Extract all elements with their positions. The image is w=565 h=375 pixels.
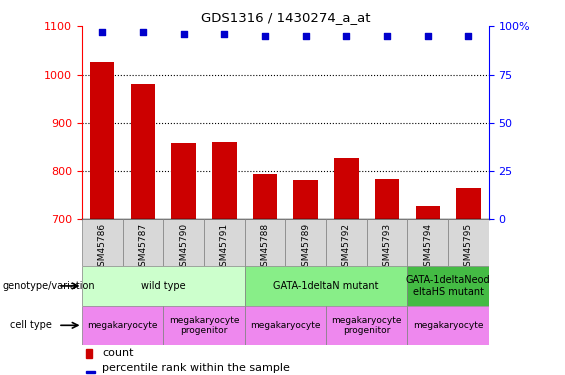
Text: GSM45792: GSM45792	[342, 223, 351, 272]
Bar	[367, 219, 407, 266]
Bar	[415, 206, 440, 375]
Bar	[86, 371, 95, 373]
Bar	[82, 219, 123, 266]
Text: percentile rank within the sample: percentile rank within the sample	[102, 363, 290, 374]
Title: GDS1316 / 1430274_a_at: GDS1316 / 1430274_a_at	[201, 11, 370, 24]
Bar	[123, 219, 163, 266]
Point	[179, 31, 188, 37]
Text: GATA-1deltaN mutant: GATA-1deltaN mutant	[273, 281, 379, 291]
Text: GSM45789: GSM45789	[301, 223, 310, 272]
Text: GSM45786: GSM45786	[98, 223, 107, 272]
Text: megakaryocyte: megakaryocyte	[413, 321, 483, 330]
Text: count: count	[102, 348, 134, 358]
Text: wild type: wild type	[141, 281, 185, 291]
Bar	[163, 219, 204, 266]
Text: GSM45793: GSM45793	[383, 223, 392, 272]
Bar	[407, 306, 489, 345]
Point	[383, 33, 392, 39]
Bar	[204, 219, 245, 266]
Point	[423, 33, 432, 39]
Bar	[86, 349, 92, 358]
Bar	[131, 84, 155, 375]
Text: GATA-1deltaNeod
eltaHS mutant: GATA-1deltaNeod eltaHS mutant	[406, 275, 490, 297]
Bar	[293, 180, 318, 375]
Text: megakaryocyte: megakaryocyte	[88, 321, 158, 330]
Bar	[245, 266, 407, 306]
Text: megakaryocyte
progenitor: megakaryocyte progenitor	[169, 316, 239, 335]
Bar	[285, 219, 326, 266]
Point	[260, 33, 270, 39]
Point	[98, 29, 107, 35]
Bar	[407, 266, 489, 306]
Text: megakaryocyte
progenitor: megakaryocyte progenitor	[332, 316, 402, 335]
Bar	[245, 219, 285, 266]
Bar	[212, 142, 237, 375]
Bar	[163, 306, 245, 345]
Text: genotype/variation: genotype/variation	[3, 281, 95, 291]
Text: cell type: cell type	[10, 321, 52, 330]
Text: megakaryocyte: megakaryocyte	[250, 321, 320, 330]
Bar	[326, 219, 367, 266]
Bar	[456, 188, 481, 375]
Bar	[82, 266, 245, 306]
Bar	[334, 158, 359, 375]
Text: GSM45794: GSM45794	[423, 223, 432, 272]
Text: GSM45790: GSM45790	[179, 223, 188, 272]
Text: GSM45795: GSM45795	[464, 223, 473, 272]
Point	[464, 33, 473, 39]
Bar	[253, 174, 277, 375]
Bar	[448, 219, 489, 266]
Bar	[245, 306, 326, 345]
Bar	[90, 63, 115, 375]
Bar	[171, 143, 196, 375]
Point	[138, 29, 147, 35]
Text: GSM45788: GSM45788	[260, 223, 270, 272]
Text: GSM45791: GSM45791	[220, 223, 229, 272]
Bar	[407, 219, 448, 266]
Point	[220, 31, 229, 37]
Point	[342, 33, 351, 39]
Point	[301, 33, 310, 39]
Bar	[82, 306, 163, 345]
Text: GSM45787: GSM45787	[138, 223, 147, 272]
Bar	[326, 306, 407, 345]
Bar	[375, 179, 399, 375]
